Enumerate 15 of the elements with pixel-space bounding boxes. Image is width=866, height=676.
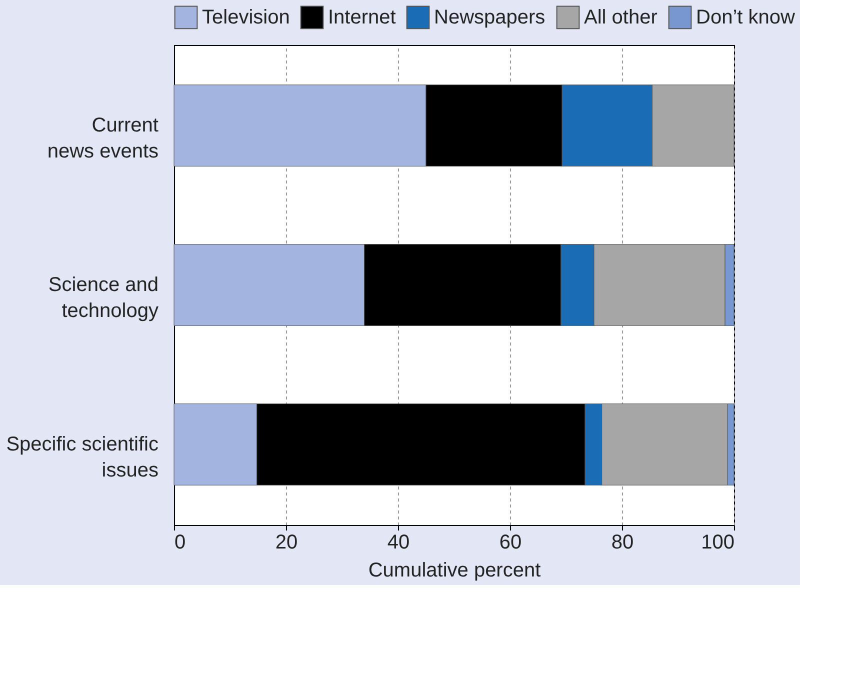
legend-label: Internet — [328, 6, 396, 28]
x-tick-label: 60 — [499, 532, 522, 554]
y-tick-label: Specific scientific issues — [6, 433, 158, 482]
legend-label: All other — [584, 6, 658, 28]
x-tick-label: 100 — [701, 532, 734, 554]
y-tick-label: Science and technology — [48, 274, 158, 322]
y-tick-label: Current news events — [47, 114, 159, 163]
x-tick-label: 40 — [387, 532, 410, 554]
x-tick-label: 0 — [174, 532, 186, 554]
x-tick-label: 20 — [275, 532, 298, 554]
x-tick-label: 80 — [611, 532, 634, 554]
legend-label: Television — [202, 6, 290, 28]
legend-label: Don’t know — [696, 6, 796, 28]
legend-label: Newspapers — [434, 6, 546, 28]
x-axis-title: Cumulative percent — [368, 560, 542, 582]
